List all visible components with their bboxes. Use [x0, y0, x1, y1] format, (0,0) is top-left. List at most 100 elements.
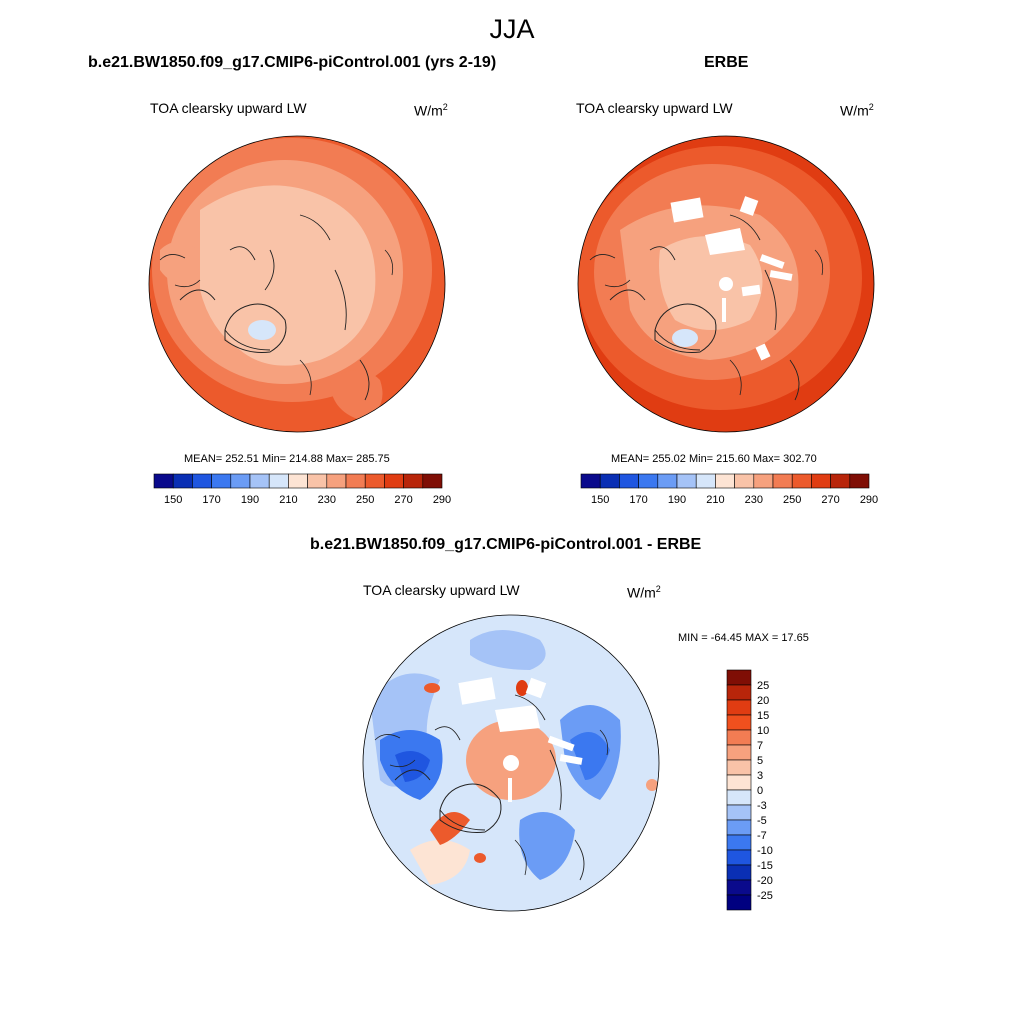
panel1-variable: TOA clearsky upward LW [150, 100, 307, 116]
panel2-colorbar-box [753, 473, 774, 489]
panel3-colorbar-tick-label: -3 [757, 800, 767, 812]
panel3-map-border [362, 614, 660, 912]
panel3-colorbar-tick-label: -15 [757, 860, 773, 872]
panel3-colorbar-box [726, 849, 752, 866]
panel1-colorbar-tick-label: 290 [433, 494, 451, 506]
season-title: JJA [489, 14, 535, 44]
panel1-stats: MEAN= 252.51 Min= 214.88 Max= 285.75 [184, 453, 390, 465]
panel3-colorbar-tick-label: -5 [757, 815, 767, 827]
panel1-colorbar-tick-label: 210 [279, 494, 297, 506]
panel2-colorbar-box [830, 473, 851, 489]
panel1-colorbar-tick-label: 230 [318, 494, 336, 506]
panel1-colorbar-box [192, 473, 212, 489]
panel3-colorbar-tick-label: 20 [757, 695, 769, 707]
panel2-colorbar-tick-label: 230 [745, 494, 763, 506]
panel3-colorbar-box [726, 804, 752, 821]
panel2-stats: MEAN= 255.02 Min= 215.60 Max= 302.70 [611, 453, 817, 465]
panel2-colorbar-box [580, 473, 601, 489]
panel1-colorbar: 150 170 190 210 230 250 270 290 [153, 473, 451, 506]
panel1-colorbar-box [230, 473, 251, 489]
panel3-colorbar-box [726, 834, 752, 851]
panel3-colorbar-tick-label: -25 [757, 890, 773, 902]
panel2-colorbar-box [715, 473, 735, 489]
panel2-map-border [577, 135, 875, 433]
panel1-colorbar-box [326, 473, 347, 489]
panel1-colorbar-box [345, 473, 366, 489]
panel3-colorbar-tick-label: 25 [757, 680, 769, 692]
panel1-colorbar-box [268, 473, 289, 489]
panel3-colorbar-tick-label: 3 [757, 770, 763, 782]
panel2-colorbar-box [676, 473, 697, 489]
panel3-colorbar-box [726, 714, 752, 731]
panel2-colorbar-tick-label: 270 [821, 494, 839, 506]
panel2-colorbar-box [849, 473, 870, 489]
panel2-colorbar-box [734, 473, 755, 489]
panel2-colorbar-box [599, 473, 620, 489]
panel1-colorbar-tick-label: 270 [394, 494, 412, 506]
panel1-colorbar-box [384, 473, 404, 489]
panel1-colorbar-box [288, 473, 308, 489]
panel3-colorbar-box [726, 699, 752, 716]
panel1-colorbar-tick-label: 170 [202, 494, 220, 506]
panel2-colorbar-tick-label: 190 [668, 494, 686, 506]
panel1-colorbar-box [249, 473, 270, 489]
panel1-colorbar-box [364, 473, 385, 489]
panel3-colorbar-tick-label: 0 [757, 785, 763, 797]
panel3-colorbar-box [726, 729, 752, 746]
panel3-variable: TOA clearsky upward LW [363, 582, 520, 598]
panel3-colorbar-tick-label: 15 [757, 710, 769, 722]
panel1-map-border [148, 135, 446, 433]
panel1-colorbar-tick-label: 250 [356, 494, 374, 506]
panel1-unit: W/m2 [414, 102, 448, 119]
panel1-map [149, 136, 445, 432]
panel2-colorbar-box [695, 473, 716, 489]
panel2-colorbar-tick-label: 210 [706, 494, 724, 506]
panel3-colorbar-box [726, 669, 752, 686]
panel2-colorbar-tick-label: 170 [629, 494, 647, 506]
panel1-colorbar-box [211, 473, 232, 489]
panel2-colorbar-box [638, 473, 659, 489]
panel3-colorbar-tick-label: 10 [757, 725, 769, 737]
panel2-colorbar-box [619, 473, 639, 489]
panel3-colorbar-box [726, 894, 752, 911]
panel2-variable: TOA clearsky upward LW [576, 100, 733, 116]
panel1-colorbar-box [422, 473, 443, 489]
panel1-colorbar-box [307, 473, 328, 489]
panel3-colorbar-box [726, 819, 752, 836]
panel2-colorbar-tick-label: 290 [860, 494, 878, 506]
panel3-colorbar: 25 20 15 10 7 5 3 0 -3 -5 -7 -10 -15 -20 -25 [726, 669, 773, 911]
panel3-colorbar-box [726, 744, 752, 761]
panel1-colorbar-box [172, 473, 193, 489]
panel2-colorbar-tick-label: 250 [783, 494, 801, 506]
panel2-colorbar-box [657, 473, 678, 489]
panel2-unit: W/m2 [840, 102, 874, 119]
panel3-colorbar-box [726, 789, 752, 806]
panel3-stats: MIN = -64.45 MAX = 17.65 [678, 632, 809, 644]
panel3-colorbar-tick-label: 5 [757, 755, 763, 767]
panel3-colorbar-tick-label: -20 [757, 875, 773, 887]
panel3-colorbar-tick-label: 7 [757, 740, 763, 752]
panel3-unit: W/m2 [627, 584, 661, 601]
panel1-colorbar-box [153, 473, 174, 489]
panel1-colorbar-box [403, 473, 424, 489]
panel3-case-title: b.e21.BW1850.f09_g17.CMIP6-piControl.001… [310, 536, 702, 553]
panel2-map [578, 136, 874, 432]
panel2-colorbar-box [791, 473, 812, 489]
panel2-colorbar: 150 170 190 210 230 250 270 290 [580, 473, 878, 506]
panel2-colorbar-box [772, 473, 793, 489]
panel3-colorbar-box [726, 684, 752, 701]
panel3-colorbar-box [726, 759, 752, 776]
panel3-map [363, 615, 659, 911]
panel1-colorbar-tick-label: 190 [241, 494, 259, 506]
panel1-colorbar-tick-label: 150 [164, 494, 182, 506]
panel3-colorbar-box [726, 774, 752, 791]
panel2-colorbar-tick-label: 150 [591, 494, 609, 506]
panel3-colorbar-tick-label: -7 [757, 830, 767, 842]
panel3-colorbar-box [726, 879, 752, 896]
panel3-colorbar-box [726, 864, 752, 881]
panel3-colorbar-tick-label: -10 [757, 845, 773, 857]
panel2-colorbar-box [811, 473, 831, 489]
panel2-case-title: ERBE [704, 54, 749, 71]
panel1-case-title: b.e21.BW1850.f09_g17.CMIP6-piControl.001… [88, 54, 497, 71]
